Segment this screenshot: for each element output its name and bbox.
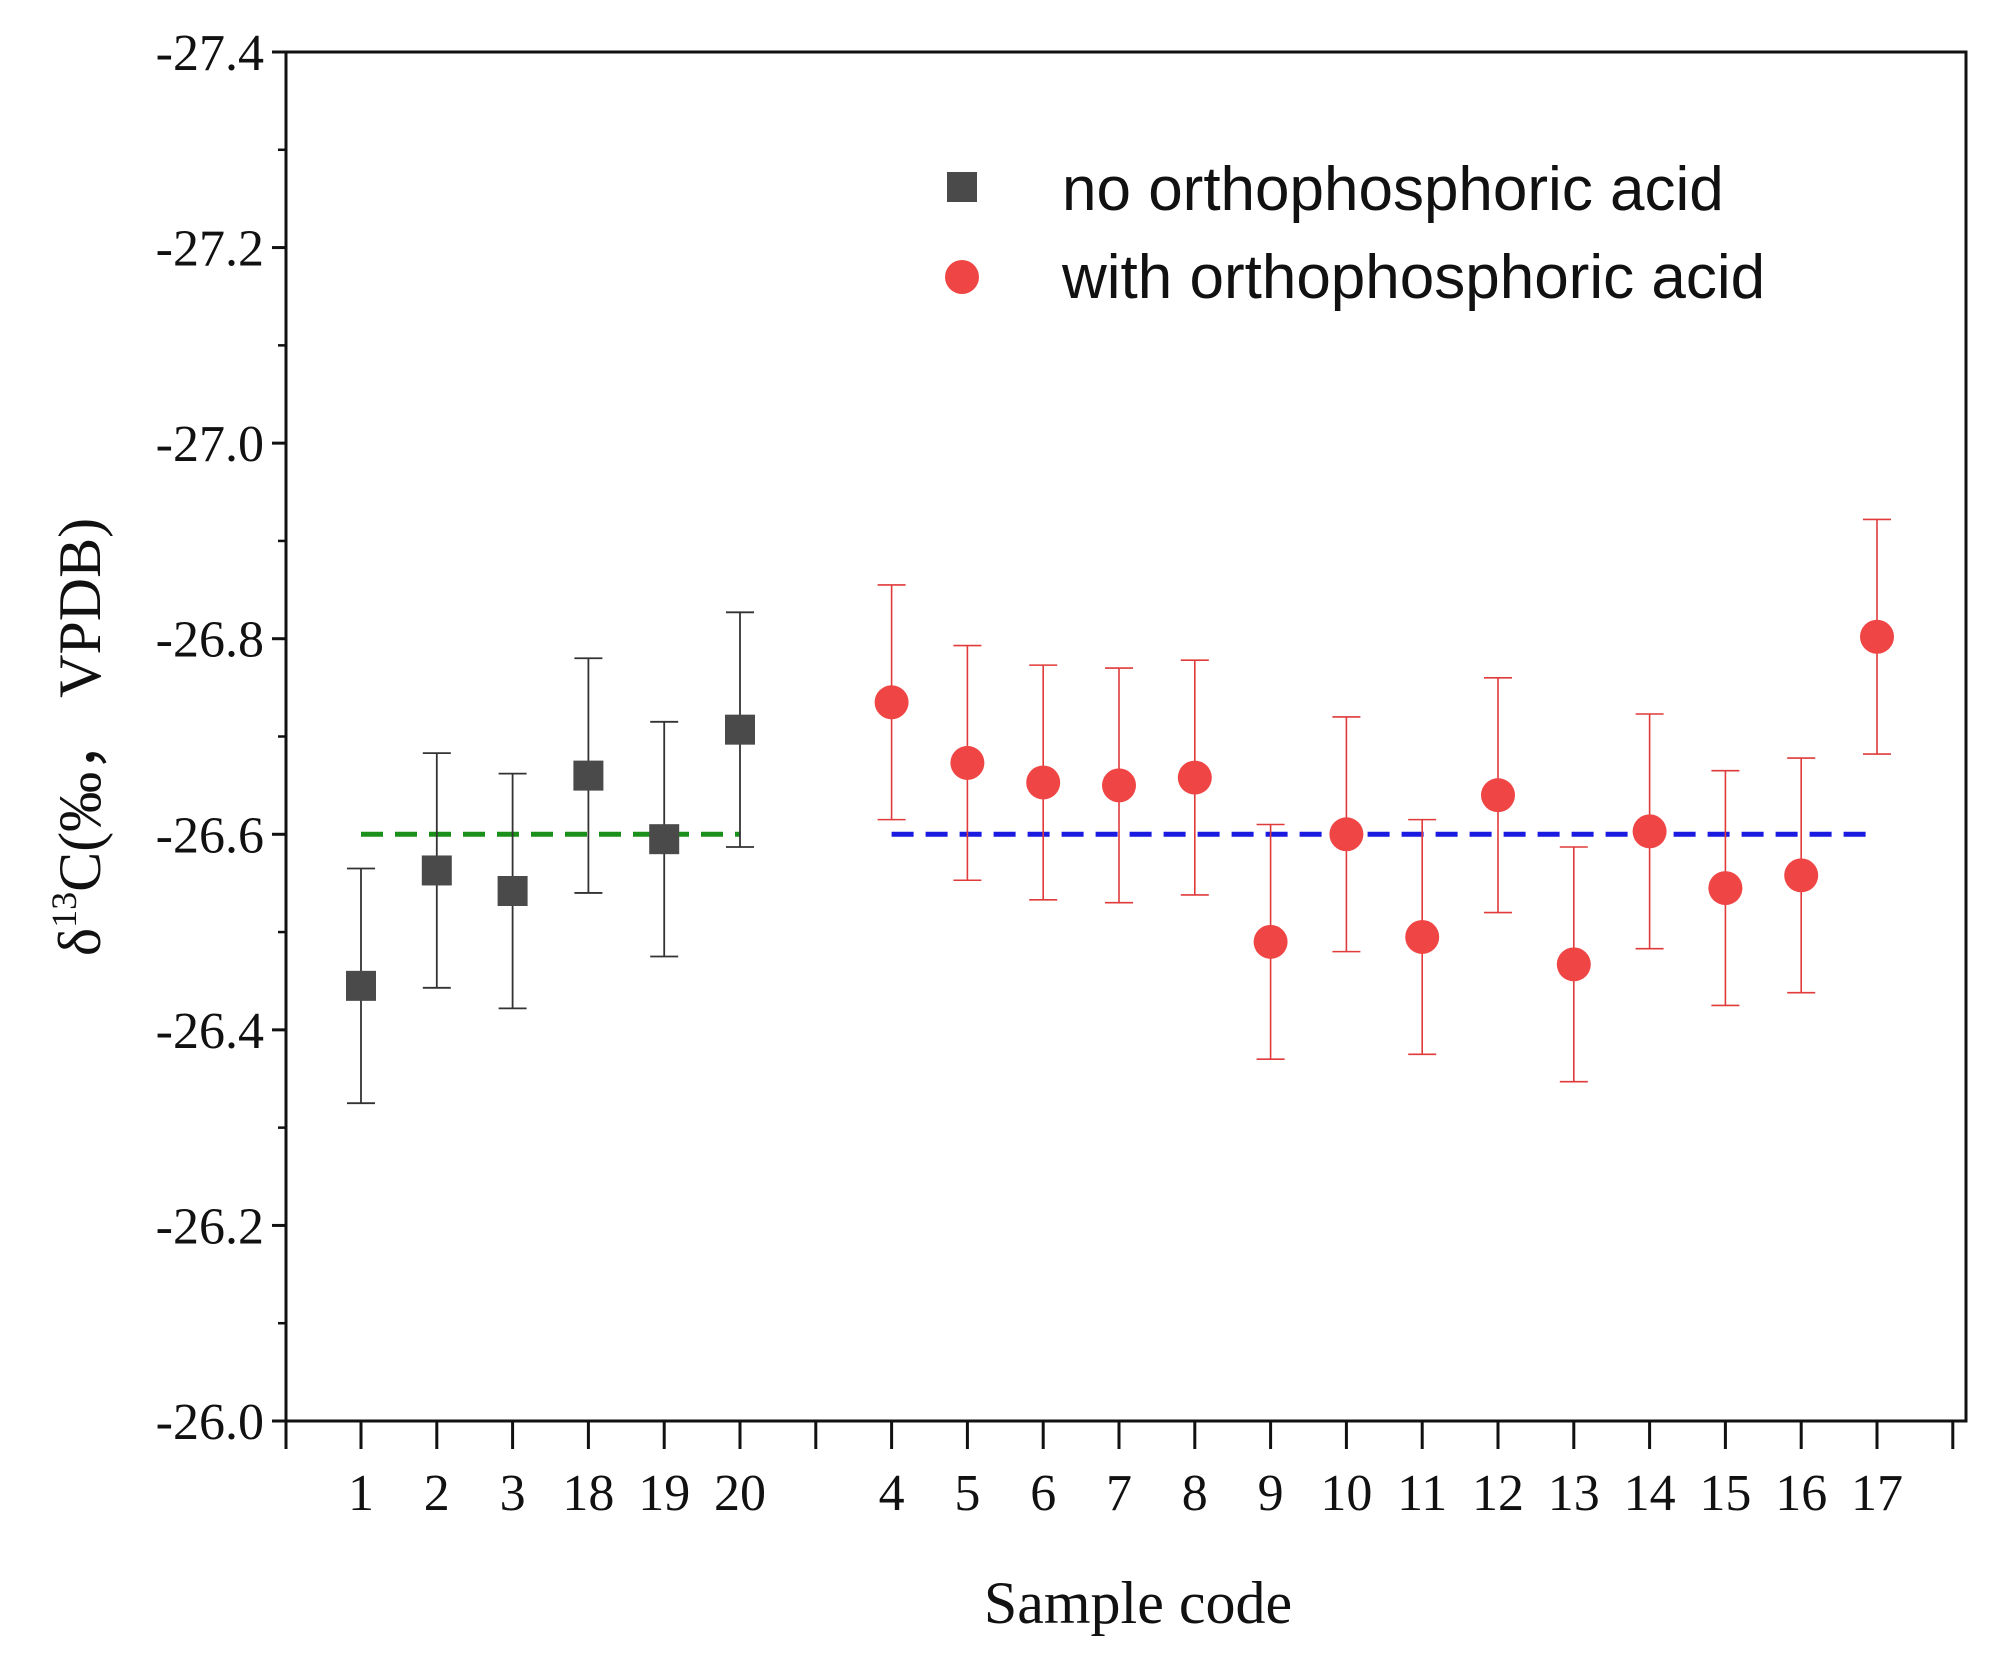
data-point-no-acid	[346, 970, 376, 1001]
y-tick-label: -26.4	[156, 1003, 264, 1060]
legend: no orthophosphoric acid with orthophosph…	[945, 155, 1765, 312]
x-tick-label: 15	[1699, 1465, 1751, 1522]
data-point-with-acid	[1405, 919, 1440, 954]
data-point-with-acid	[1102, 768, 1136, 803]
legend-marker-with-acid	[945, 260, 979, 294]
x-tick-label: 5	[954, 1465, 980, 1522]
x-tick-label: 9	[1258, 1465, 1284, 1522]
data-point-with-acid	[1556, 947, 1591, 982]
y-axis-title-superscript: 13	[44, 892, 84, 928]
x-tick-label: 10	[1320, 1465, 1372, 1522]
x-tick-label: 14	[1624, 1465, 1676, 1522]
y-tick-label: -26.8	[156, 612, 264, 669]
x-tick-label: 20	[714, 1465, 766, 1522]
legend-label-no-acid: no orthophosphoric acid	[1062, 155, 1724, 224]
x-tick-label: 2	[424, 1465, 450, 1522]
y-axis-title: δ13C(‰， VPDB)	[44, 518, 113, 956]
x-tick-label: 19	[638, 1465, 690, 1522]
x-tick-label: 6	[1030, 1465, 1056, 1522]
data-point-with-acid	[1708, 871, 1743, 906]
x-tick-label: 17	[1851, 1465, 1903, 1522]
y-tick-label: -26.6	[156, 807, 264, 864]
data-point-no-acid	[649, 824, 680, 855]
x-tick-label: 11	[1397, 1465, 1447, 1522]
x-tick-label: 16	[1775, 1465, 1827, 1522]
x-tick-label: 18	[562, 1465, 614, 1522]
x-tick-label: 3	[500, 1465, 526, 1522]
y-tick-label: -27.2	[156, 221, 264, 278]
y-tick-label: -27.0	[156, 416, 264, 473]
y-tick-label: -26.2	[156, 1198, 264, 1255]
y-tick-label: -27.4	[156, 25, 264, 82]
data-point-no-acid	[573, 760, 604, 791]
x-tick-label: 4	[879, 1465, 905, 1522]
y-axis: -26.0 -26.2 -26.4 -26.6 -26.8 -27.0 -27.2 -27.4	[156, 25, 286, 1451]
data-point-no-acid	[725, 714, 755, 745]
data-point-with-acid	[874, 685, 909, 720]
data-point-no-acid	[421, 855, 452, 886]
x-tick-label: 7	[1106, 1465, 1132, 1522]
legend-label-with-acid: with orthophosphoric acid	[1061, 243, 1765, 312]
data-point-no-acid	[497, 876, 528, 907]
data-point-with-acid	[1784, 858, 1819, 893]
data-points	[346, 619, 1894, 1001]
x-axis: 1 2 3 18 19 20 4 5 6 7 8 9 10 11 12 13 14 15 16 17	[284, 1421, 1955, 1522]
y-tick-label: -26.0	[156, 1394, 264, 1451]
data-point-with-acid	[1026, 765, 1061, 800]
data-point-with-acid	[950, 745, 985, 780]
legend-marker-no-acid	[947, 172, 977, 202]
x-tick-label: 13	[1548, 1465, 1600, 1522]
x-tick-label: 8	[1182, 1465, 1208, 1522]
y-axis-title-suffix: C(‰， VPDB)	[47, 518, 113, 892]
x-tick-label: 1	[348, 1465, 374, 1522]
data-point-with-acid	[1632, 814, 1667, 849]
data-point-with-acid	[1860, 619, 1894, 654]
x-axis-title: Sample code	[984, 1570, 1292, 1636]
data-point-with-acid	[1177, 760, 1212, 795]
error-bars	[347, 518, 1891, 1105]
data-point-with-acid	[1329, 817, 1364, 852]
data-point-with-acid	[1481, 778, 1515, 813]
y-axis-title-prefix: δ	[47, 928, 113, 956]
data-point-with-acid	[1253, 924, 1288, 959]
x-tick-label: 12	[1472, 1465, 1524, 1522]
